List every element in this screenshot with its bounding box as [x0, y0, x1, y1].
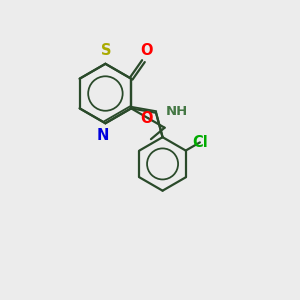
Text: N: N	[97, 128, 109, 143]
Text: O: O	[140, 110, 153, 125]
Text: S: S	[101, 44, 111, 59]
Text: NH: NH	[166, 105, 188, 118]
Text: Cl: Cl	[192, 135, 208, 150]
Text: O: O	[140, 43, 153, 58]
